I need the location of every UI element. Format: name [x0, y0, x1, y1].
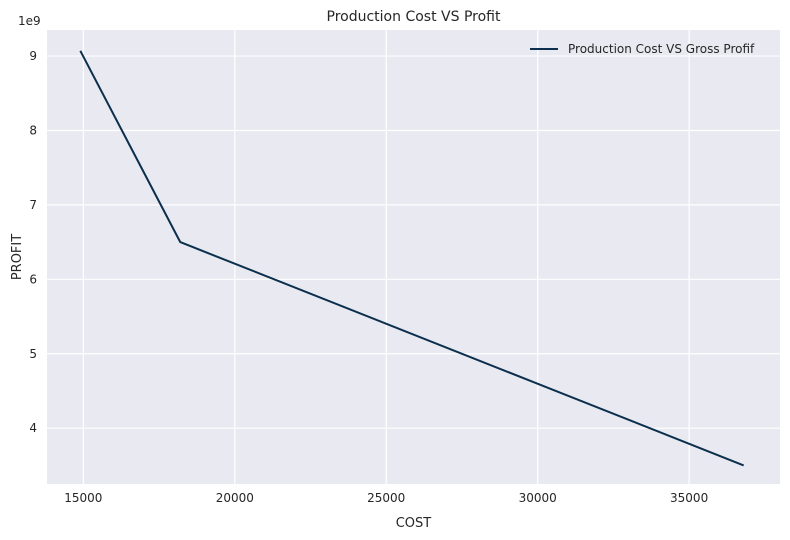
x-axis-label: COST [396, 516, 432, 531]
legend: Production Cost VS Gross Profif [530, 42, 755, 56]
x-tick-label: 15000 [64, 491, 102, 505]
tick-labels: 15000 20000 25000 30000 35000 4 5 6 7 8 9 [29, 49, 708, 505]
y-tick-label: 4 [29, 421, 37, 435]
series-line [79, 50, 745, 467]
x-tick-label: 25000 [367, 491, 405, 505]
legend-entry: Production Cost VS Gross Profif [568, 42, 755, 56]
x-tick-label: 30000 [519, 491, 557, 505]
y-tick-label: 7 [29, 198, 37, 212]
plot-background [47, 30, 780, 484]
x-tick-label: 20000 [216, 491, 254, 505]
y-tick-label: 9 [29, 49, 37, 63]
series-layer [79, 50, 745, 467]
y-offset-label: 1e9 [18, 14, 41, 28]
y-axis-label: PROFIT [10, 234, 25, 280]
y-tick-label: 5 [29, 347, 37, 361]
chart-title: Production Cost VS Profit [327, 9, 501, 25]
y-tick-label: 6 [29, 272, 37, 286]
y-tick-label: 8 [29, 123, 37, 137]
grid [47, 30, 780, 484]
x-tick-label: 35000 [670, 491, 708, 505]
